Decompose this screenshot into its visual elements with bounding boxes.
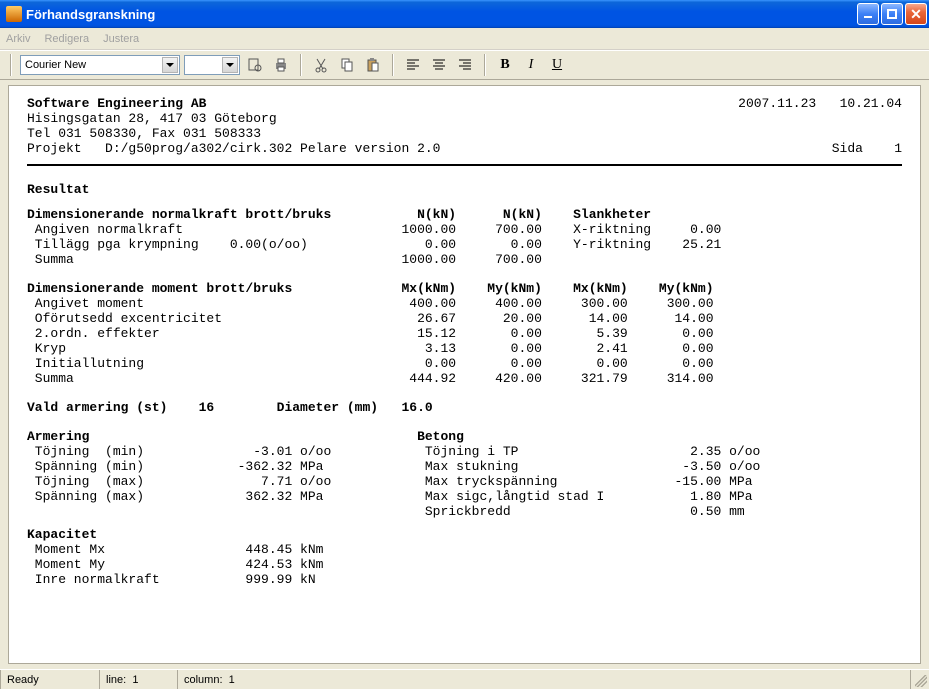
align-right-button[interactable] [454,54,476,76]
app-icon [6,6,22,22]
cut-button[interactable] [310,54,332,76]
align-left-icon [405,57,421,73]
menu-redigera[interactable]: Redigera [44,33,89,45]
resultat-title: Resultat [27,182,902,197]
toolbar-separator [300,54,302,76]
titlebar: Förhandsgranskning ✕ [0,0,929,28]
status-line: line: 1 [100,670,178,689]
toolbar: Courier New B I U [0,50,929,80]
print-button[interactable] [270,54,292,76]
align-center-button[interactable] [428,54,450,76]
italic-button[interactable]: I [520,54,542,76]
print-preview-button[interactable] [244,54,266,76]
normalkraft-block: Dimensionerande normalkraft brott/bruks … [27,207,902,267]
underline-icon: U [552,57,562,73]
paste-icon [365,57,381,73]
minimize-button[interactable] [857,3,879,25]
menu-justera[interactable]: Justera [103,33,139,45]
font-size-select[interactable] [184,55,240,75]
minimize-icon [862,8,874,20]
moment-block: Dimensionerande moment brott/bruks Mx(kN… [27,281,902,386]
bold-icon: B [500,57,509,73]
copy-icon [339,57,355,73]
align-right-icon [457,57,473,73]
toolbar-separator [10,54,12,76]
close-button[interactable]: ✕ [905,3,927,25]
company-address: Hisingsgatan 28, 417 03 Göteborg [27,111,902,126]
menubar: Arkiv Redigera Justera [0,28,929,50]
align-left-button[interactable] [402,54,424,76]
print-preview-icon [247,57,263,73]
project-line: Projekt D:/g50prog/a302/cirk.302 Pelare … [27,141,832,156]
statusbar: Ready line: 1 column: 1 [0,669,929,689]
company-name: Software Engineering AB [27,96,738,111]
chevron-down-icon [222,57,238,73]
font-family-select[interactable]: Courier New [20,55,180,75]
chevron-down-icon [162,57,178,73]
status-column: column: 1 [178,670,911,689]
kapacitet-block: Kapacitet Moment Mx 448.45 kNm Moment My… [27,527,902,587]
font-family-value: Courier New [25,59,86,71]
window-title: Förhandsgranskning [26,7,857,22]
bold-button[interactable]: B [494,54,516,76]
menu-arkiv[interactable]: Arkiv [6,33,30,45]
paste-button[interactable] [362,54,384,76]
toolbar-separator [484,54,486,76]
maximize-icon [886,8,898,20]
close-icon: ✕ [910,6,922,23]
maximize-button[interactable] [881,3,903,25]
armering-title-line: Vald armering (st) 16 Diameter (mm) 16.0 [27,400,902,415]
underline-button[interactable]: U [546,54,568,76]
status-ready: Ready [0,670,100,689]
copy-button[interactable] [336,54,358,76]
align-center-icon [431,57,447,73]
page-indicator: Sida 1 [832,141,902,156]
header-rule [27,164,902,166]
company-phone: Tel 031 508330, Fax 031 508333 [27,126,902,141]
armering-betong-block: Armering Betong Töjning (min) -3.01 o/oo… [27,429,902,519]
resize-grip[interactable] [911,671,929,689]
document-area: Software Engineering AB 2007.11.23 10.21… [8,85,921,664]
print-icon [273,57,289,73]
toolbar-separator [392,54,394,76]
italic-icon: I [529,57,534,73]
window-buttons: ✕ [857,3,927,25]
cut-icon [313,57,329,73]
header-datetime: 2007.11.23 10.21.04 [738,96,902,111]
